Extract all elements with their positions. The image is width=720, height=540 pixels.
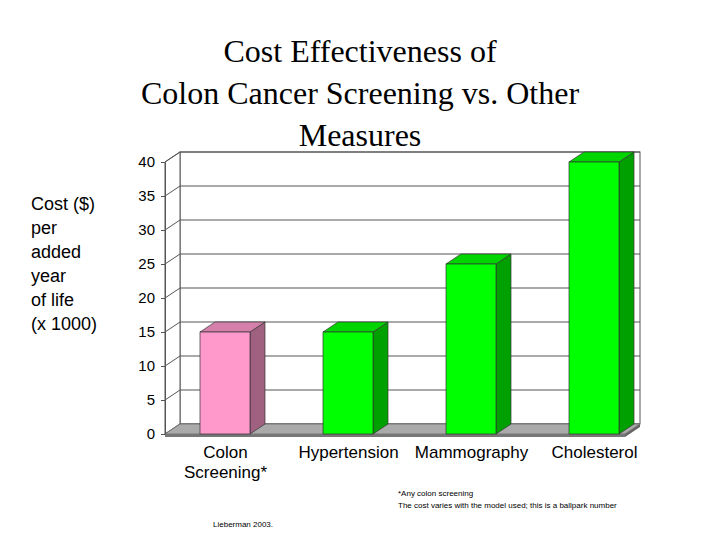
y-tick-mark [161,264,165,265]
y-tick: 40 [138,153,165,170]
x-tick-label: Hypertension [298,443,398,462]
y-tick-label: 10 [138,357,155,374]
y-tick: 25 [138,255,165,272]
y-tick-mark [161,366,165,367]
y-tick-label: 0 [147,425,155,442]
bar [446,264,496,434]
y-tick: 20 [138,289,165,306]
annotation: *Any colon screening [398,489,473,498]
bar-side [496,254,511,434]
x-tick-label-line: Cholesterol [552,443,638,462]
chart: 0 5 10 15 20 25 30 35 40 ColonScreening* Hypertens… [0,0,720,540]
bar-group [200,322,265,434]
y-tick: 10 [138,357,165,374]
bars [200,152,634,434]
bar-side [250,322,265,434]
x-axis: ColonScreening* Hypertension Mammography Ch… [184,443,638,482]
y-tick-mark [161,400,165,401]
y-tick-label: 35 [138,187,155,204]
y-tick-label: 20 [138,289,155,306]
y-axis-title: added [31,242,81,262]
y-tick: 35 [138,187,165,204]
floor-edge [165,434,625,437]
annotation: The cost varies with the model used; thi… [398,501,617,510]
bar-group [569,152,634,434]
y-tick-label: 5 [147,391,155,408]
bar-top [569,152,634,162]
annotation: Lieberman 2003. [213,520,273,529]
x-tick-label: Cholesterol [552,443,638,462]
y-tick-label: 15 [138,323,155,340]
y-tick-mark [161,162,165,163]
y-tick-label: 40 [138,153,155,170]
y-axis-title: Cost ($) [31,194,95,214]
y-tick: 15 [138,323,165,340]
x-tick-label-line: Mammography [415,443,529,462]
x-tick-label-line: Screening* [184,463,268,482]
bar [200,332,250,434]
bar [323,332,373,434]
bar-top [323,322,388,332]
y-tick-mark [161,196,165,197]
y-axis-line [165,163,166,435]
bar-group [323,322,388,434]
y-tick-mark [161,230,165,231]
bar-side [619,152,634,434]
x-tick-label: Mammography [415,443,529,462]
bar-group [446,254,511,434]
y-axis-title: year [31,266,66,286]
y-axis-title: per [31,218,57,238]
x-tick-label: ColonScreening* [184,443,268,482]
bar-top [200,322,265,332]
grid-line [165,152,640,162]
x-tick: ColonScreening* [184,443,268,482]
y-axis-title: of life [31,290,74,310]
y-tick-mark [161,434,165,435]
y-tick-mark [161,298,165,299]
y-tick: 5 [147,391,165,408]
y-axis: 0 5 10 15 20 25 30 35 40 [138,153,165,442]
x-tick-label-line: Hypertension [298,443,398,462]
x-tick: Mammography [415,443,529,462]
y-tick: 0 [147,425,165,442]
x-tick: Cholesterol [552,443,638,462]
y-tick-label: 25 [138,255,155,272]
y-tick-mark [161,332,165,333]
y-tick: 30 [138,221,165,238]
title: Colon Cancer Screening vs. Other [141,75,579,111]
grid [165,152,640,434]
y-tick-label: 30 [138,221,155,238]
bar-side [373,322,388,434]
y-axis-title: (x 1000) [31,314,97,334]
bar-top [446,254,511,264]
bar [569,162,619,434]
x-tick-label-line: Colon [203,443,247,462]
title: Cost Effectiveness of [223,33,496,69]
title: Measures [299,117,422,153]
x-tick: Hypertension [298,443,398,462]
